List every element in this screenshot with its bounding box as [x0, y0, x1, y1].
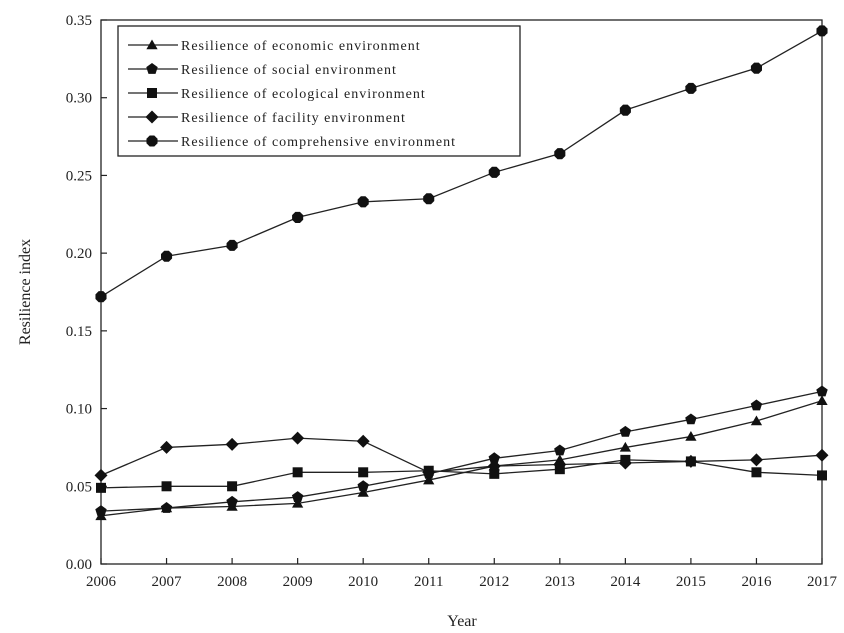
series-octagon — [95, 25, 828, 303]
data-point — [684, 454, 698, 468]
data-point — [817, 470, 827, 481]
series-line — [100, 437, 823, 477]
data-point — [357, 196, 369, 208]
data-point — [750, 415, 763, 426]
legend-label: Resilience of facility environment — [181, 111, 406, 126]
data-point — [357, 487, 369, 497]
y-tick-label: 0.30 — [66, 91, 92, 107]
y-tick-label: 0.20 — [66, 246, 92, 262]
data-point — [95, 291, 107, 303]
legend-marker — [147, 88, 157, 98]
data-point — [488, 452, 500, 464]
data-point — [357, 480, 369, 492]
data-point — [227, 481, 238, 492]
data-point — [749, 453, 763, 467]
x-tick-label: 2006 — [86, 574, 117, 590]
legend-marker — [146, 63, 158, 74]
data-point — [423, 474, 435, 485]
series-line — [100, 459, 823, 489]
data-point — [225, 437, 239, 451]
y-tick-label: 0.35 — [66, 13, 92, 29]
data-point — [422, 465, 436, 479]
data-point — [750, 62, 762, 74]
data-point — [95, 505, 107, 517]
data-point — [618, 456, 632, 470]
data-point — [816, 395, 828, 406]
y-tick-label: 0.25 — [66, 168, 92, 184]
legend-marker — [146, 39, 158, 50]
data-point — [553, 458, 567, 472]
x-tick-label: 2015 — [676, 574, 706, 590]
legend-label: Resilience of economic environment — [181, 39, 421, 54]
data-point — [291, 491, 304, 503]
legend-label: Resilience of comprehensive environment — [181, 135, 456, 150]
data-point — [291, 431, 305, 445]
data-point — [292, 497, 304, 508]
x-tick-label: 2014 — [610, 574, 641, 590]
data-point — [160, 502, 173, 513]
data-point — [226, 239, 238, 251]
data-point — [488, 166, 500, 178]
axes: 0.00 0.05 0.10 0.15 0.20 0.25 0.30 0.35 2006 2007… — [66, 13, 838, 590]
x-axis-title: Year — [447, 613, 477, 630]
x-tick-label: 2012 — [479, 574, 509, 590]
data-point — [751, 467, 762, 478]
data-point — [685, 82, 697, 94]
data-point — [816, 385, 828, 397]
data-point — [815, 448, 829, 462]
x-tick-label: 2009 — [283, 574, 313, 590]
series-line — [100, 400, 823, 517]
x-tick-label: 2010 — [348, 574, 378, 590]
data-point — [423, 193, 435, 205]
data-point — [96, 482, 106, 493]
legend-marker — [146, 135, 158, 147]
data-point — [356, 434, 370, 448]
y-tick-label: 0.00 — [66, 557, 92, 573]
data-point — [161, 250, 173, 262]
data-point — [619, 425, 632, 437]
legend: Resilience of economic environment Resili… — [117, 25, 521, 157]
data-point — [160, 440, 174, 454]
data-point — [750, 399, 763, 411]
y-tick-label: 0.15 — [66, 324, 92, 340]
data-point — [358, 467, 369, 478]
series-layer — [94, 25, 829, 521]
data-point — [816, 25, 828, 37]
x-tick-label: 2007 — [152, 574, 183, 590]
x-tick-label: 2016 — [741, 574, 772, 590]
series-triangle — [95, 395, 828, 521]
data-point — [685, 413, 697, 425]
series-diamond — [94, 431, 829, 482]
series-line — [100, 30, 823, 298]
x-tick-label: 2008 — [217, 574, 247, 590]
legend-label: Resilience of social environment — [181, 63, 397, 78]
series-line — [100, 390, 823, 512]
x-tick-label: 2011 — [414, 574, 443, 590]
data-point — [161, 481, 172, 492]
data-point — [619, 441, 631, 452]
y-axis-title: Resilience index — [17, 239, 34, 345]
data-point — [94, 468, 108, 482]
legend-label: Resilience of ecological environment — [181, 87, 426, 102]
data-point — [685, 431, 697, 441]
y-tick-label: 0.05 — [66, 479, 92, 495]
y-tick-label: 0.10 — [66, 402, 92, 418]
data-point — [619, 104, 631, 116]
legend-marker — [145, 110, 159, 124]
legend-box — [117, 25, 521, 157]
series-pentagon — [95, 385, 828, 517]
data-point — [554, 444, 566, 456]
data-point — [554, 148, 566, 160]
data-point — [226, 495, 238, 507]
data-point — [489, 468, 500, 479]
data-point — [487, 459, 501, 473]
x-tick-label: 2013 — [545, 574, 575, 590]
data-point — [292, 211, 304, 223]
data-point — [292, 467, 303, 478]
x-tick-label: 2017 — [807, 574, 838, 590]
